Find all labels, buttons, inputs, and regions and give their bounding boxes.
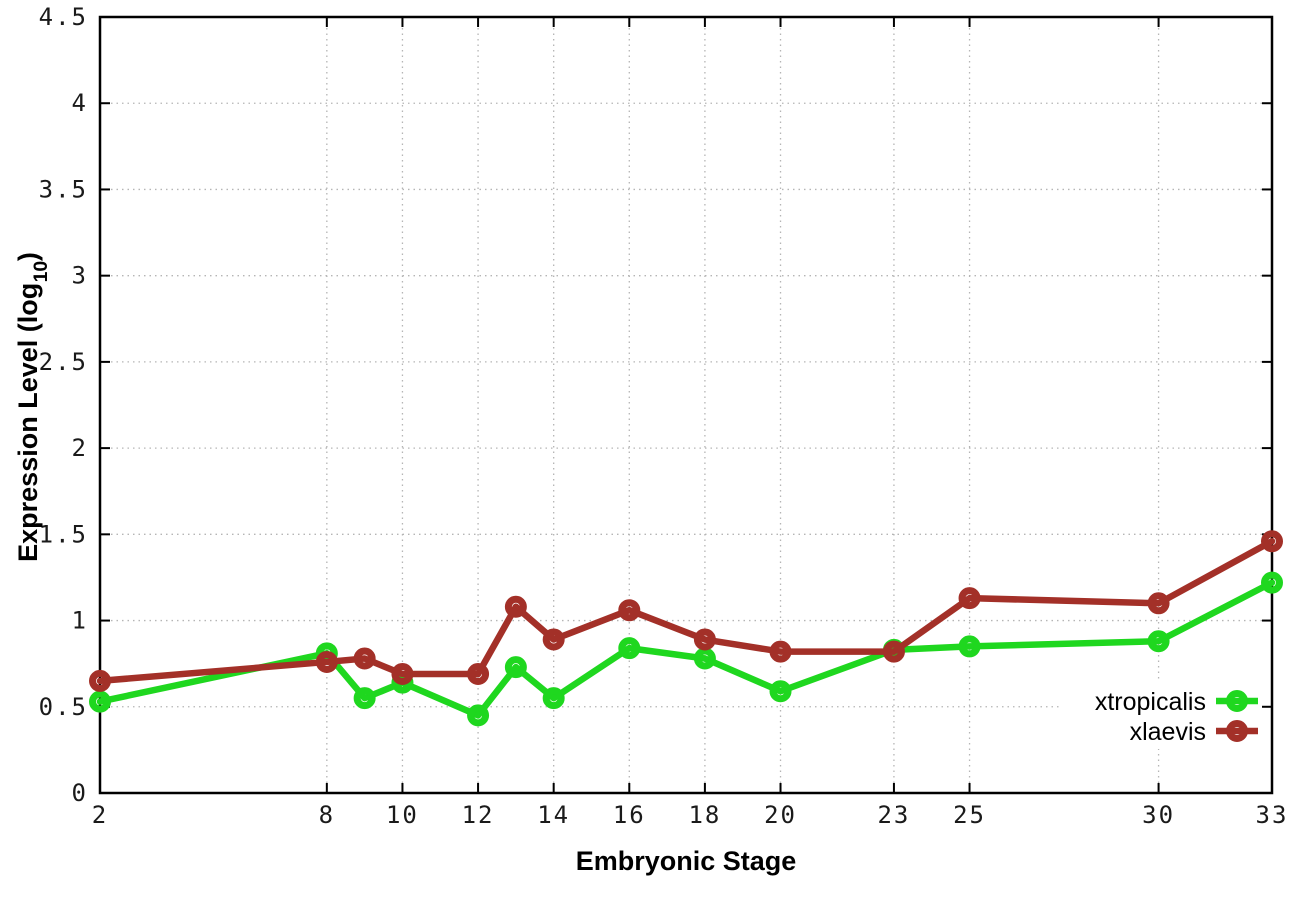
- y-tick-label: 2: [72, 434, 88, 462]
- legend-label-xlaevis: xlaevis: [1130, 718, 1206, 746]
- plot-border: [98, 15, 1274, 795]
- data-point-xlaevis: [467, 663, 490, 686]
- x-tick-label: 12: [462, 801, 495, 829]
- y-axis-title-subscript: 10: [29, 260, 52, 283]
- data-point-xtropicalis: [89, 690, 111, 713]
- y-tick-label: 1: [72, 607, 88, 635]
- data-point-xlaevis: [391, 663, 414, 686]
- series-line-xlaevis: [96, 537, 1276, 685]
- data-point-xtropicalis: [542, 687, 565, 710]
- data-point-xtropicalis: [618, 637, 641, 660]
- x-tick-label: 33: [1256, 801, 1289, 829]
- data-point-xlaevis: [1261, 530, 1283, 553]
- x-tick-label: 18: [688, 801, 721, 829]
- x-tick-label: 10: [386, 801, 419, 829]
- y-axis-title-suffix: ): [13, 252, 43, 262]
- data-point-xtropicalis: [769, 680, 792, 703]
- data-point-xlaevis: [542, 628, 565, 651]
- data-point-xtropicalis: [1261, 571, 1283, 594]
- x-tick-label: 16: [613, 801, 646, 829]
- data-point-xtropicalis: [467, 704, 490, 727]
- data-point-xtropicalis: [353, 687, 376, 710]
- data-point-xlaevis: [89, 669, 111, 692]
- data-point-xlaevis: [769, 640, 792, 663]
- y-axis-title: Expression Level (log10): [10, 107, 52, 707]
- x-tick-label: 20: [764, 801, 797, 829]
- y-tick-label: 0: [72, 779, 88, 807]
- data-point-xtropicalis: [504, 656, 527, 679]
- legend-marker-xtropicalis: [1226, 690, 1248, 712]
- y-tick-label: 2.5: [39, 348, 88, 376]
- data-point-xtropicalis: [1147, 630, 1170, 653]
- y-tick-label: 3.5: [39, 175, 88, 203]
- x-tick-label: 23: [877, 801, 910, 829]
- y-tick-label: 4: [72, 89, 88, 117]
- data-point-xlaevis: [504, 595, 527, 618]
- legend-marker-xlaevis: [1226, 720, 1248, 742]
- data-point-xlaevis: [958, 587, 981, 610]
- data-point-xlaevis: [618, 599, 641, 622]
- data-point-xlaevis: [353, 647, 376, 670]
- x-tick-label: 2: [92, 801, 108, 829]
- legend-label-xtropicalis: xtropicalis: [1095, 688, 1206, 716]
- data-point-xlaevis: [882, 640, 905, 663]
- x-tick-label: 8: [319, 801, 335, 829]
- x-axis-title: Embryonic Stage: [575, 846, 797, 876]
- y-axis-title-text: Expression Level (log: [13, 282, 43, 562]
- x-tick-label: 14: [537, 801, 570, 829]
- data-point-xlaevis: [315, 650, 338, 673]
- data-point-xlaevis: [693, 628, 716, 651]
- x-tick-label: 30: [1142, 801, 1175, 829]
- y-tick-label: 3: [72, 262, 88, 290]
- data-point-xtropicalis: [693, 647, 716, 670]
- y-tick-label: 4.5: [39, 3, 88, 31]
- x-tick-label: 25: [953, 801, 986, 829]
- y-tick-label: 0.5: [39, 693, 88, 721]
- data-point-xtropicalis: [958, 635, 981, 658]
- data-point-xlaevis: [1147, 592, 1170, 615]
- y-tick-label: 1.5: [39, 520, 88, 548]
